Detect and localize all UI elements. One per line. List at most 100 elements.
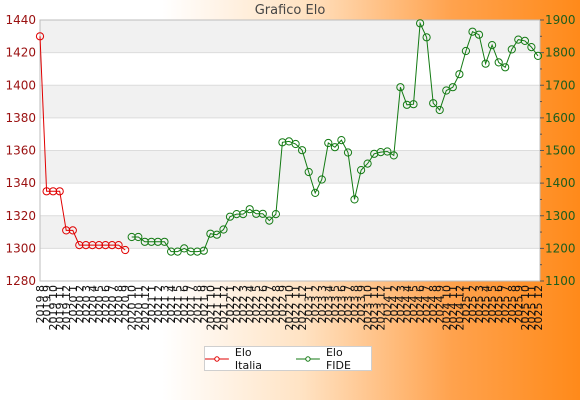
plot-band (40, 117, 540, 151)
x-tick-label: 2024 3 (394, 285, 407, 324)
x-tick-label: 2023 7 (342, 285, 355, 324)
series-layer (35, 19, 543, 256)
x-tick-label: 2019 9 (41, 285, 54, 324)
x-tick-label: 2025 10 (519, 285, 532, 331)
data-point-elo-fide (455, 70, 464, 79)
data-point-elo-fide (501, 63, 510, 72)
x-tick-label: 2024 2 (388, 285, 401, 324)
x-tick-label: 2022 7 (263, 285, 276, 324)
data-point-elo-italia (94, 241, 104, 250)
data-point-elo-fide (212, 230, 221, 239)
x-tick-label: 2021 9 (198, 285, 211, 324)
plot-band (40, 215, 540, 249)
x-tick-label: 2023 8 (349, 285, 362, 324)
data-point-elo-fide (468, 27, 477, 36)
right-tick-label: 1200 (545, 241, 576, 255)
x-tick-label: 2021 12 (217, 285, 230, 331)
plot-band (40, 248, 540, 281)
data-point-elo-fide (376, 148, 385, 157)
right-tick-label: 1600 (545, 111, 576, 125)
x-tick-label: 2021 2 (152, 285, 165, 324)
data-point-elo-fide (317, 175, 326, 184)
data-point-elo-italia (55, 187, 64, 196)
x-tick-label: 2021 8 (191, 285, 204, 324)
data-point-elo-italia (101, 241, 110, 250)
data-point-elo-fide (324, 138, 333, 148)
data-point-elo-fide (252, 209, 261, 218)
x-tick-label: 2024 8 (427, 285, 440, 324)
chart-title: Grafico Elo (254, 3, 326, 18)
left-tick-label: 1400 (5, 78, 36, 92)
x-tick-label: 2021 4 (165, 285, 178, 324)
data-point-elo-fide (448, 83, 457, 92)
x-tick-label: 2023 3 (316, 285, 329, 324)
data-point-elo-fide (278, 138, 287, 147)
right-axis: 1100 1200 1300 1400 1500 1600 1700 1800 1900 (540, 13, 576, 288)
data-point-elo-italia (49, 187, 58, 196)
data-point-elo-italia (88, 241, 97, 250)
left-tick-label: 1420 (5, 46, 36, 60)
series-line-elo-fide (131, 21, 539, 253)
x-tick-label: 2020 6 (100, 285, 113, 324)
data-point-elo-fide (389, 151, 398, 160)
x-tick-label: 2020 7 (106, 285, 119, 324)
data-point-elo-fide (429, 99, 438, 108)
x-tick-label: 2025 5 (486, 285, 499, 324)
legend-item-elo-italia: Elo Italia (205, 346, 282, 372)
x-tick-label: 2025 1 (460, 285, 473, 324)
x-tick-label: 2020 2 (73, 285, 86, 324)
data-point-elo-fide (140, 237, 149, 246)
data-point-elo-fide (258, 209, 267, 218)
data-point-elo-fide (409, 100, 418, 109)
legend-label-elo-italia: Elo Italia (234, 345, 263, 372)
x-tick-label: 2024 12 (453, 285, 466, 331)
data-point-elo-fide (206, 229, 215, 238)
right-tick-label: 1400 (545, 176, 576, 190)
data-point-elo-fide (442, 86, 451, 95)
legend: Elo Italia Elo FIDE (204, 346, 372, 372)
left-tick-label: 1320 (5, 209, 36, 223)
x-tick-label: 2019 10 (47, 285, 60, 331)
x-tick-label: 2025 2 (466, 285, 479, 324)
x-tick-label: 2021 5 (172, 285, 185, 324)
data-point-elo-fide (265, 216, 274, 225)
data-point-elo-fide (383, 147, 392, 156)
x-tick-label: 2022 10 (283, 285, 296, 331)
data-point-elo-fide (304, 167, 313, 177)
x-tick-label: 2022 5 (250, 285, 263, 324)
left-tick-label: 1340 (5, 176, 36, 190)
x-tick-label: 2022 3 (237, 285, 250, 324)
data-point-elo-fide (232, 210, 241, 219)
data-point-elo-fide (396, 83, 405, 92)
x-tick-label: 2023 2 (309, 285, 322, 324)
data-point-elo-italia (35, 32, 45, 41)
data-point-elo-fide (416, 19, 425, 28)
x-tick-label: 2022 8 (270, 285, 283, 324)
x-tick-label: 2020 12 (139, 285, 152, 331)
x-tick-label: 2025 7 (499, 285, 512, 324)
x-tick-label: 2021 11 (211, 285, 224, 331)
left-tick-label: 1300 (5, 241, 36, 255)
legend-marker-elo-fide (296, 355, 320, 362)
data-point-elo-fide (153, 237, 162, 246)
data-point-elo-italia (114, 241, 123, 250)
x-tick-label: 2024 4 (401, 285, 414, 324)
data-point-elo-fide (422, 33, 431, 42)
x-tick-label: 2022 9 (276, 285, 289, 324)
left-tick-label: 1360 (5, 144, 36, 158)
x-tick-label: 2021 6 (178, 285, 191, 324)
x-tick-label: 2021 3 (159, 285, 172, 324)
data-point-elo-fide (271, 210, 280, 219)
x-tick-label: 2025 9 (512, 285, 525, 324)
plot-band (40, 85, 540, 118)
data-point-elo-fide (160, 237, 169, 246)
x-tick-label: 2024 1 (381, 285, 394, 324)
data-point-elo-fide (363, 159, 372, 168)
data-point-elo-fide (494, 58, 503, 67)
data-point-elo-italia (81, 241, 91, 250)
data-point-elo-fide (507, 45, 516, 54)
data-point-elo-fide (199, 246, 208, 255)
right-tick-label: 1500 (545, 144, 576, 158)
x-tick-label: 2024 10 (440, 285, 453, 331)
